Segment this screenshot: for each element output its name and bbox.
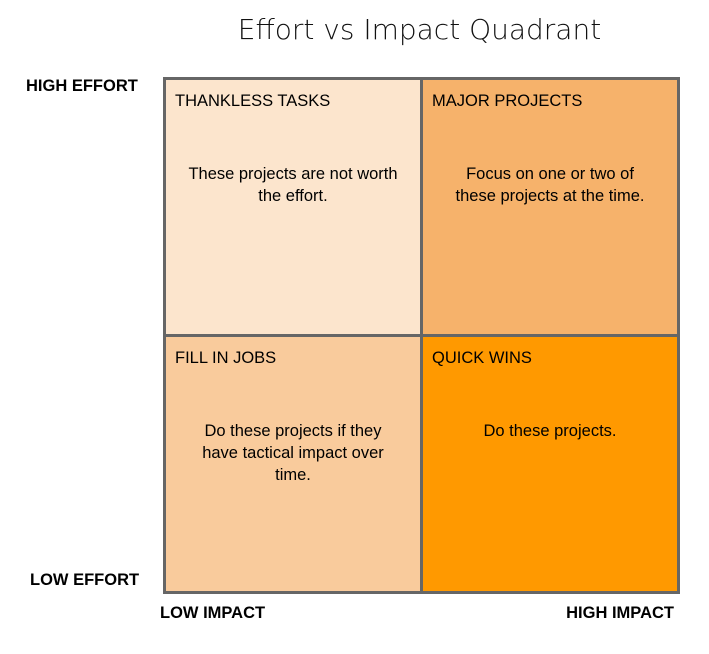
quadrant-description: Focus on one or two of these projects at… [455,165,645,205]
quadrant-title: MAJOR PROJECTS [432,92,583,110]
quadrant-title: QUICK WINS [432,349,532,367]
x-axis-high-label: HIGH IMPACT [566,604,674,622]
quadrant-description: These projects are not worth the effort. [188,165,398,205]
quadrant-grid: THANKLESS TASKS These projects are not w… [163,77,680,594]
quadrant-description: Do these projects. [483,422,617,440]
y-axis-high-label: HIGH EFFORT [26,77,138,95]
quadrant-title: FILL IN JOBS [175,349,277,367]
x-axis-low-label: LOW IMPACT [160,604,266,622]
y-axis-low-label: LOW EFFORT [30,571,140,589]
quadrant-title: THANKLESS TASKS [175,92,331,110]
quadrant-fill-in-jobs: FILL IN JOBS Do these projects if they h… [166,337,420,591]
quadrant-quick-wins: QUICK WINS Do these projects. [423,337,677,591]
diagram-title: Effort vs Impact Quadrant [237,13,602,46]
quadrant-description: Do these projects if they have tactical … [202,422,384,484]
quadrant-major-projects: MAJOR PROJECTS Focus on one or two of th… [423,80,677,334]
quadrant-thankless-tasks: THANKLESS TASKS These projects are not w… [166,80,420,334]
